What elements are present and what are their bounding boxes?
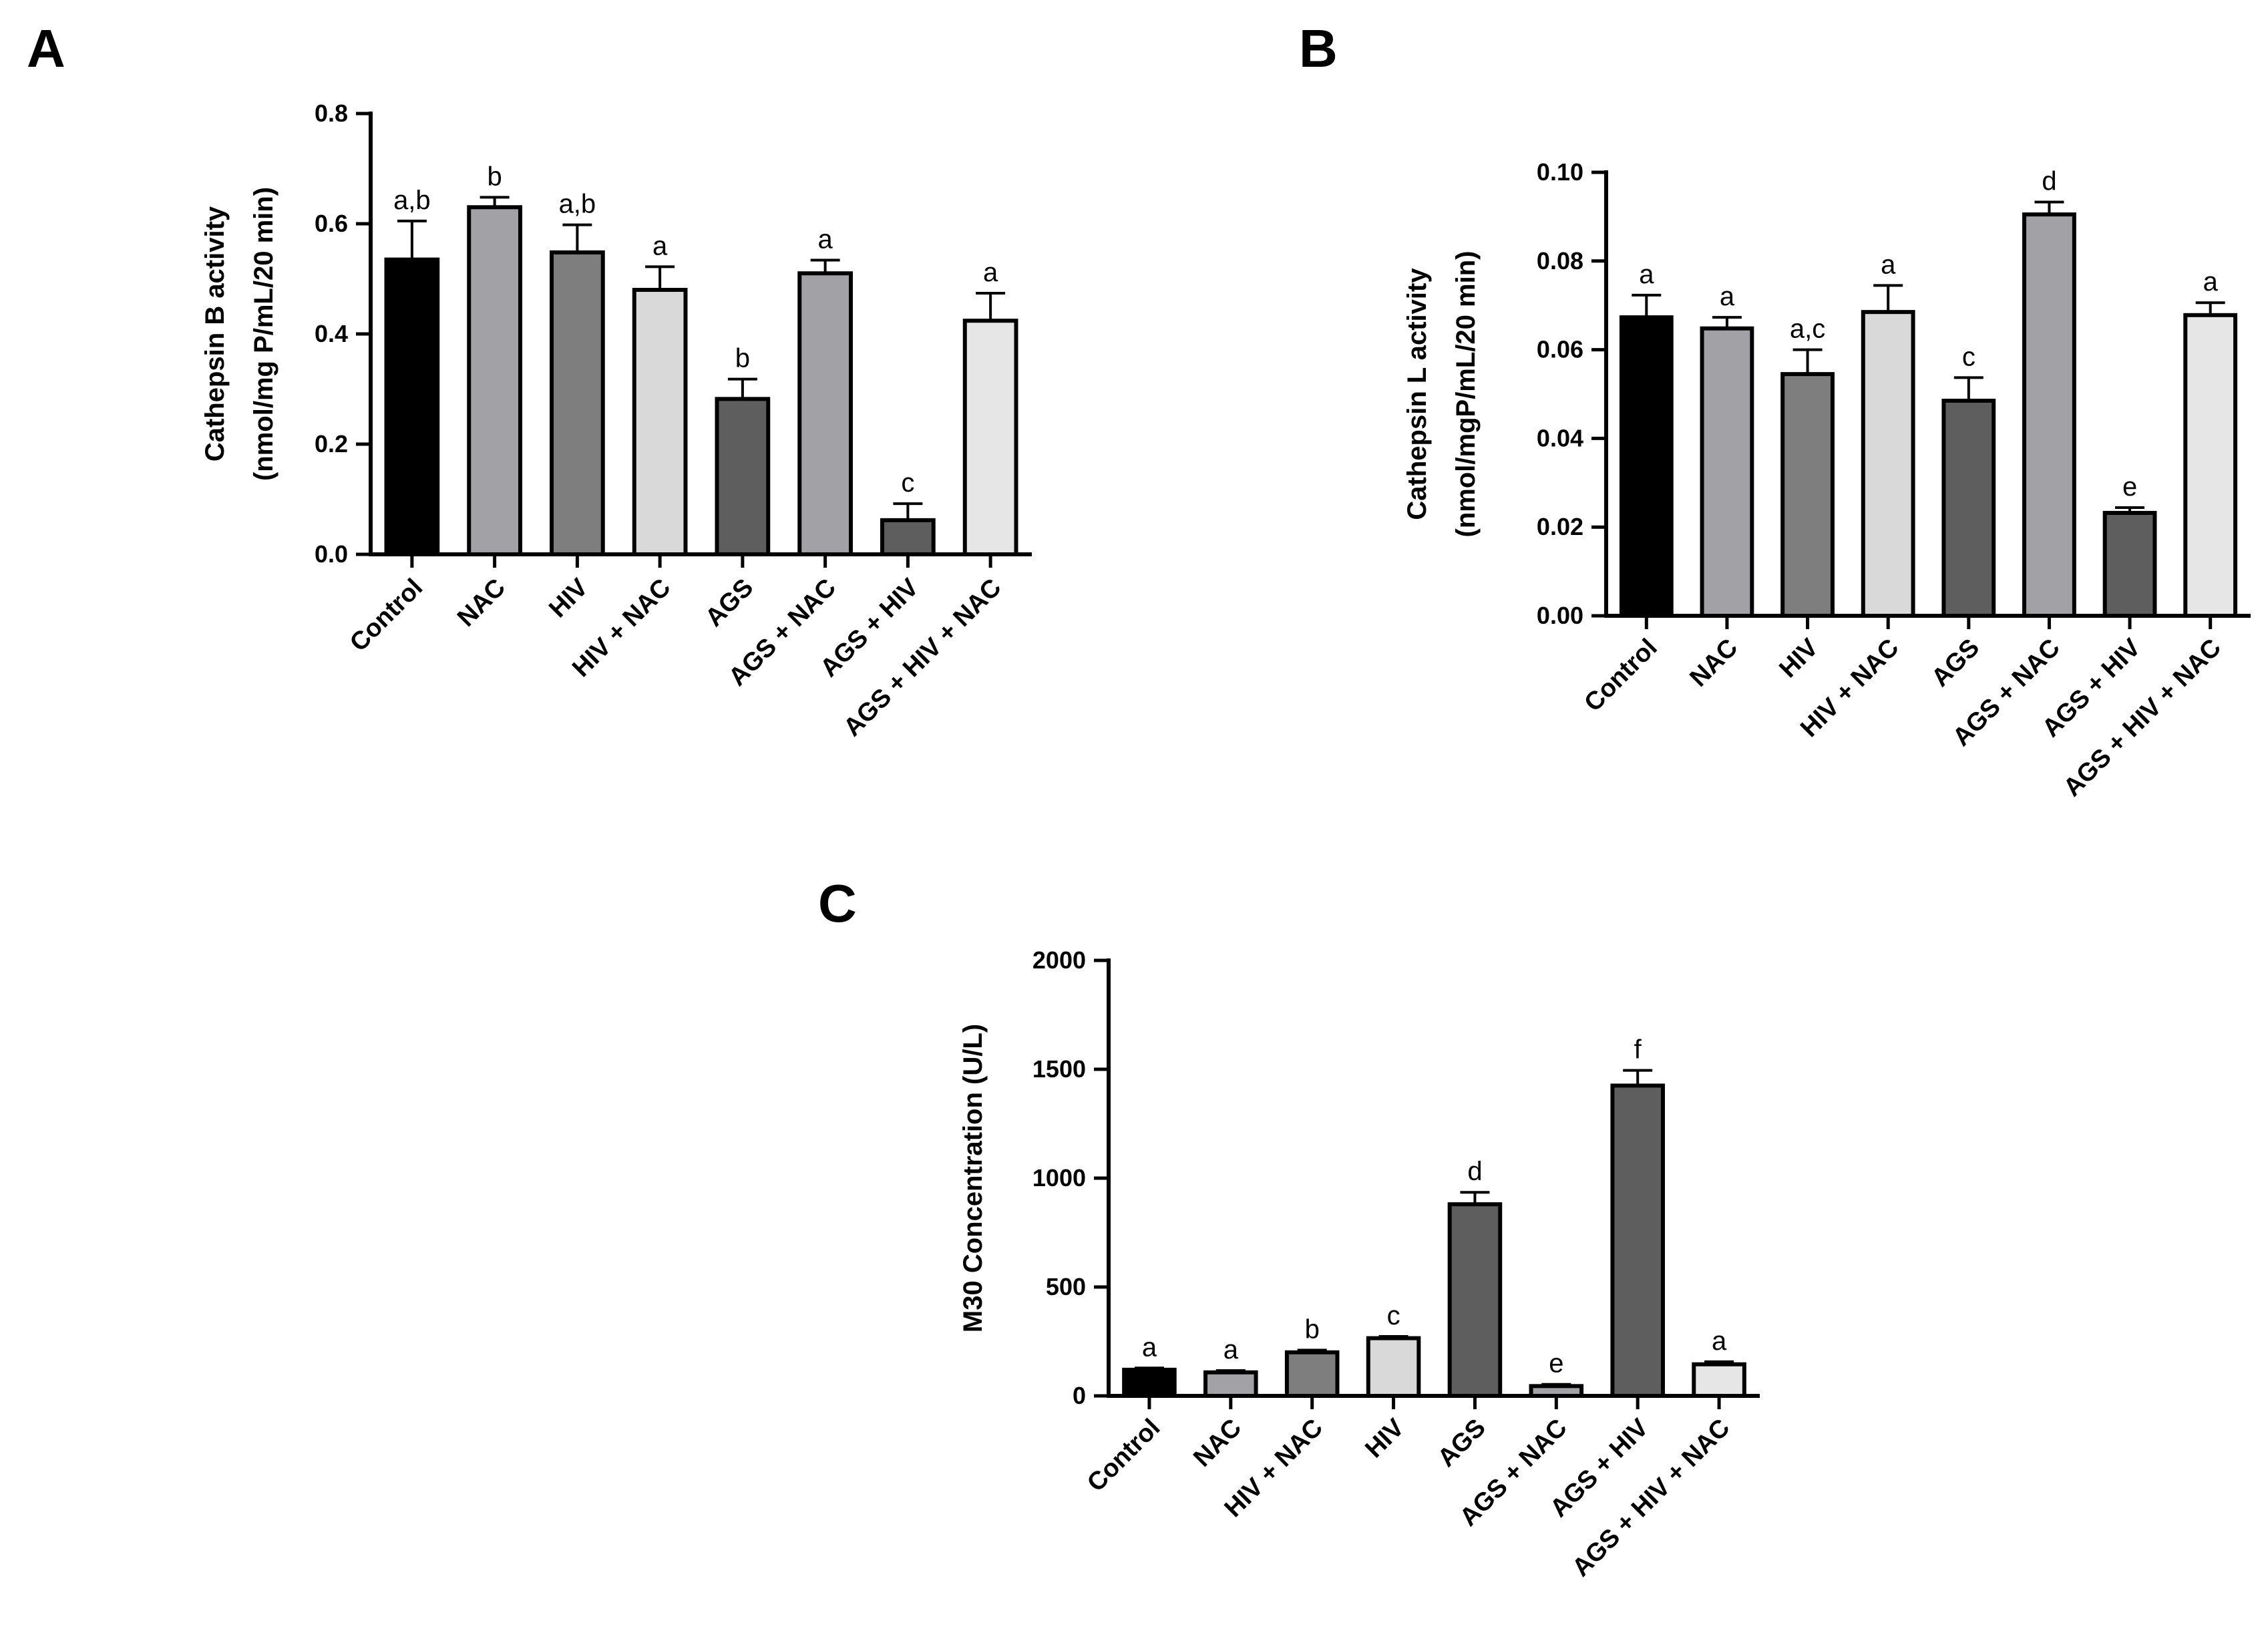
- panel-c-bar-hiv: [1366, 1336, 1421, 1398]
- panel-c-category-label-ags-hiv-nac: AGS + HIV + NAC: [1567, 1414, 1735, 1582]
- panel-b-sig-label-nac: a: [1720, 282, 1735, 311]
- panel-b-category-label-nac: NAC: [1684, 634, 1743, 693]
- panel-b-ytick-label: 0.10: [1537, 158, 1583, 186]
- panel-a-sig-label-nac: b: [488, 162, 502, 191]
- panel-b-category-label-control: Control: [1579, 634, 1662, 717]
- panel-letter-c: C: [818, 874, 857, 933]
- panel-c-sig-label-nac: a: [1223, 1335, 1239, 1364]
- panel-c-bar-ags-nac: [1529, 1384, 1584, 1399]
- chart-panel-b: 0.00 0.02 0.04 0.06 0.08 0.10 Cathepsin L acti…: [1402, 158, 2251, 802]
- panel-a-ytick-label: 0.2: [315, 430, 348, 457]
- panel-c-category-label-control: Control: [1082, 1414, 1165, 1497]
- chart-panel-c: 0 500 1000 1500 2000 M30 Concentration (U/L) a…: [958, 946, 1760, 1582]
- panel-b-ytick-label: 0.08: [1537, 247, 1583, 274]
- panel-b-ytick-label: 0.04: [1537, 424, 1583, 451]
- panel-c-ytick-label: 500: [1046, 1273, 1086, 1300]
- panel-a-sig-label-control: a,b: [393, 186, 431, 215]
- panel-a-ytick-label: 0.4: [315, 320, 348, 347]
- panel-c-bar-ags-hiv-nac: [1692, 1362, 1746, 1398]
- panel-c-bar-ags: [1447, 1202, 1503, 1398]
- panel-a-ytick-label: 0.0: [315, 540, 348, 568]
- panel-c-ytick-label: 0: [1073, 1382, 1086, 1409]
- panel-a-category-label-hiv: HIV: [544, 573, 594, 623]
- panel-a-category-label-control: Control: [345, 574, 428, 657]
- panel-c-category-label-nac: NAC: [1188, 1414, 1247, 1473]
- panel-a-sig-label-ags-nac: a: [818, 224, 833, 254]
- panel-b-ytick-label: 0.02: [1537, 513, 1583, 540]
- panel-c-bar-ags-hiv: [1610, 1083, 1665, 1398]
- panel-a-category-label-ags-hiv-nac: AGS + HIV + NAC: [838, 574, 1006, 742]
- panel-b-sig-label-hiv-nac: a: [1881, 250, 1896, 279]
- panel-c-bar-control: [1122, 1367, 1177, 1398]
- panel-b-bar-control: [1619, 315, 1674, 618]
- panel-c-category-label-hiv: HIV: [1360, 1413, 1410, 1463]
- panel-a-bar-ags: [715, 397, 771, 556]
- panel-a-bar-ags-hiv-nac: [962, 319, 1018, 556]
- panel-c-ylabel: M30 Concentration (U/L): [958, 1024, 988, 1332]
- panel-c-sig-label-control: a: [1142, 1332, 1157, 1362]
- panel-b-bar-ags-hiv-nac: [2183, 313, 2238, 618]
- panel-b-category-label-hiv: HIV: [1774, 633, 1824, 683]
- panel-a-bar-ags-hiv: [880, 518, 936, 556]
- panel-c-sig-label-hiv-nac: b: [1305, 1315, 1320, 1344]
- panel-a-ytick-label: 0.6: [315, 210, 348, 237]
- panel-b-sig-label-ags: c: [1962, 342, 1975, 371]
- panel-b-sig-label-ags-hiv-nac: a: [2203, 267, 2219, 297]
- panel-b-sig-label-ags-hiv: e: [2122, 472, 2137, 502]
- panel-a-bar-hiv: [550, 250, 605, 556]
- panel-a-ylabel: Cathepsin B activity: [200, 206, 230, 462]
- panel-b-bar-ags-nac: [2022, 212, 2076, 618]
- panel-b-ytick-label: 0.00: [1537, 602, 1583, 629]
- panel-a-ylabel-units: (nmol/mg P/mL/20 min): [249, 187, 278, 481]
- panel-c-ytick-label: 1500: [1032, 1055, 1086, 1083]
- panel-c-bar-hiv-nac: [1284, 1350, 1340, 1399]
- panel-a-category-label-nac: NAC: [452, 574, 511, 632]
- panel-c-ytick-label: 1000: [1032, 1164, 1086, 1192]
- panel-a-bar-hiv-nac: [632, 288, 688, 556]
- panel-a-sig-label-hiv: a,b: [559, 190, 596, 219]
- panel-b-bar-hiv: [1780, 372, 1835, 618]
- panel-a-sig-label-ags-hiv-nac: a: [983, 258, 998, 287]
- panel-letter-a: A: [27, 19, 65, 78]
- panel-a-sig-label-hiv-nac: a: [652, 231, 668, 260]
- panel-a-sig-label-ags: b: [735, 344, 750, 373]
- panel-c-bar-nac: [1203, 1370, 1258, 1398]
- panel-a-bar-control: [384, 257, 440, 556]
- panel-b-bar-ags-hiv: [2102, 510, 2157, 618]
- panel-a-category-label-ags: AGS: [700, 574, 759, 632]
- panel-c-ytick-label: 2000: [1032, 946, 1086, 974]
- panel-b-sig-label-ags-nac: d: [2042, 166, 2056, 196]
- panel-a-ytick-label: 0.8: [315, 100, 348, 127]
- panel-c-sig-label-ags-hiv-nac: a: [1712, 1326, 1727, 1356]
- panel-b-bar-nac: [1700, 326, 1754, 618]
- panel-c-sig-label-ags-hiv: f: [1634, 1035, 1642, 1065]
- panel-a-bar-ags-nac: [797, 271, 853, 556]
- panel-c-sig-label-ags: d: [1467, 1157, 1482, 1186]
- panel-b-ylabel-units: (nmol/mgP/mL/20 min): [1451, 251, 1481, 538]
- chart-panel-a: 0.0 0.2 0.4 0.6 0.8 Cathepsin B activity (nmol…: [200, 100, 1032, 742]
- panel-b-ylabel: Cathepsin L activity: [1402, 268, 1432, 520]
- panel-b-category-label-ags: AGS: [1926, 634, 1985, 693]
- panel-c-sig-label-ags-nac: e: [1549, 1349, 1563, 1379]
- panel-a-bar-nac: [467, 205, 522, 556]
- panel-c-sig-label-hiv: c: [1387, 1301, 1400, 1330]
- panel-letter-b: B: [1299, 19, 1338, 78]
- panel-b-ytick-label: 0.06: [1537, 336, 1583, 363]
- panel-a-sig-label-ags-hiv: c: [901, 468, 914, 498]
- panel-b-sig-label-control: a: [1639, 260, 1654, 289]
- panel-b-sig-label-hiv: a,c: [1790, 315, 1825, 344]
- panel-b-bar-hiv-nac: [1861, 310, 1915, 618]
- panel-b-category-label-ags-hiv-nac: AGS + HIV + NAC: [2058, 634, 2227, 802]
- panel-b-bar-ags: [1941, 398, 1996, 618]
- panel-c-category-label-ags: AGS: [1433, 1414, 1491, 1473]
